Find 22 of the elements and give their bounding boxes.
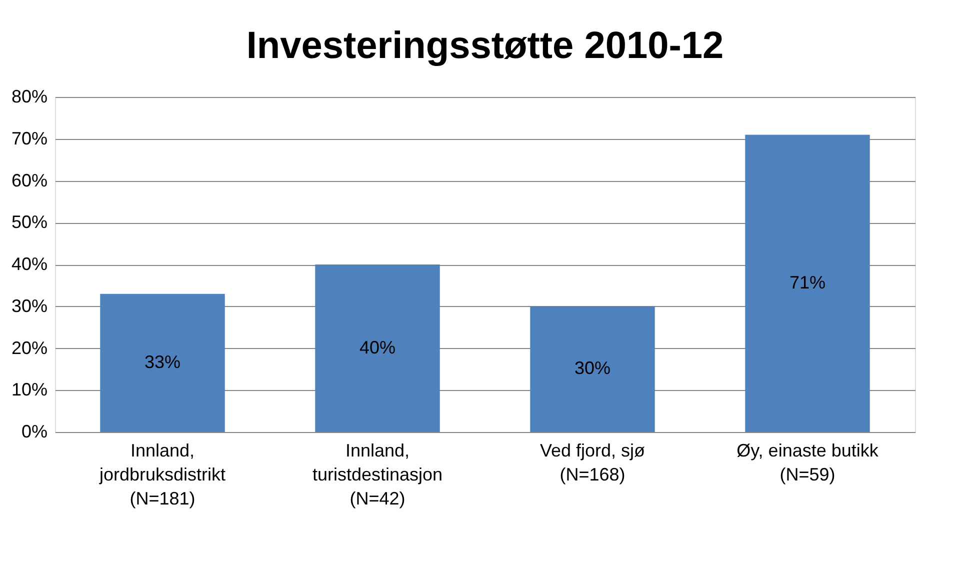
chart-title: Investeringsstøtte 2010-12 [246, 25, 724, 67]
y-tick-label: 20% [11, 338, 48, 358]
y-tick-label: 40% [11, 254, 48, 274]
bar [100, 294, 225, 432]
x-tick-label: Ved fjord, sjø (N=168) [540, 440, 646, 484]
bar [745, 134, 870, 432]
y-tick-label: 10% [11, 380, 48, 400]
y-tick-label: 50% [11, 212, 48, 232]
y-tick-label: 30% [11, 296, 48, 316]
data-label: 40% [359, 337, 396, 358]
x-tick-label: Øy, einaste butikk (N=59) [736, 440, 880, 484]
y-tick-label: 0% [21, 422, 48, 442]
bar [530, 306, 655, 432]
data-label: 30% [574, 358, 611, 378]
x-tick-label: Innland, turistdestinasjon (N=42) [312, 440, 443, 508]
data-label: 71% [789, 272, 826, 292]
x-tick-label: Innland, jordbruksdistrikt (N=181) [98, 440, 226, 508]
y-tick-label: 80% [11, 86, 48, 106]
data-label: 33% [144, 352, 181, 372]
y-tick-label: 70% [11, 128, 48, 148]
bar [315, 264, 440, 432]
y-tick-label: 60% [11, 170, 48, 190]
